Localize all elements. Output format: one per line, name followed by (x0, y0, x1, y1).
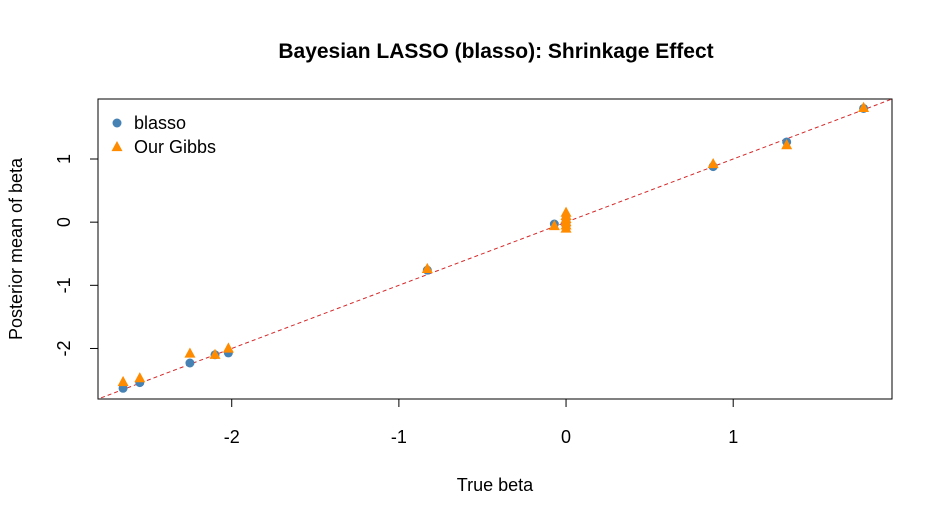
blasso-point (185, 358, 195, 368)
y-axis-label: Posterior mean of beta (6, 157, 26, 340)
gibbs-point (858, 101, 870, 112)
data-points (117, 101, 870, 393)
reference-line (98, 99, 892, 399)
y-tick-label: 1 (54, 154, 74, 164)
x-tick-label: 0 (561, 427, 571, 447)
legend-marker (112, 118, 122, 128)
gibbs-point (421, 262, 433, 274)
y-tick-label: -2 (54, 340, 74, 356)
chart-title: Bayesian LASSO (blasso): Shrinkage Effec… (278, 40, 713, 63)
x-axis: -2 -1 0 1 (224, 398, 738, 447)
y-tick-label: 0 (54, 217, 74, 227)
gibbs-point (781, 139, 793, 150)
gibbs-point (184, 347, 196, 358)
legend-marker (111, 140, 123, 152)
legend: blasso Our Gibbs (111, 113, 216, 157)
x-tick-label: -2 (224, 427, 240, 447)
gibbs-point (560, 206, 572, 217)
gibbs-point (222, 342, 234, 353)
gibbs-point (548, 219, 560, 231)
y-axis: -2 -1 0 1 (54, 154, 99, 356)
legend-label: blasso (134, 113, 186, 133)
legend-label: Our Gibbs (134, 137, 216, 157)
reference-line-group (98, 99, 892, 399)
x-tick-label: 1 (728, 427, 738, 447)
gibbs-point (134, 372, 146, 383)
y-tick-label: -1 (54, 277, 74, 293)
x-axis-label: True beta (457, 475, 534, 495)
gibbs-point (117, 375, 129, 387)
gibbs-point (707, 158, 719, 169)
gibbs-point (209, 348, 221, 359)
x-tick-label: -1 (391, 427, 407, 447)
series-our-gibbs (117, 101, 870, 387)
